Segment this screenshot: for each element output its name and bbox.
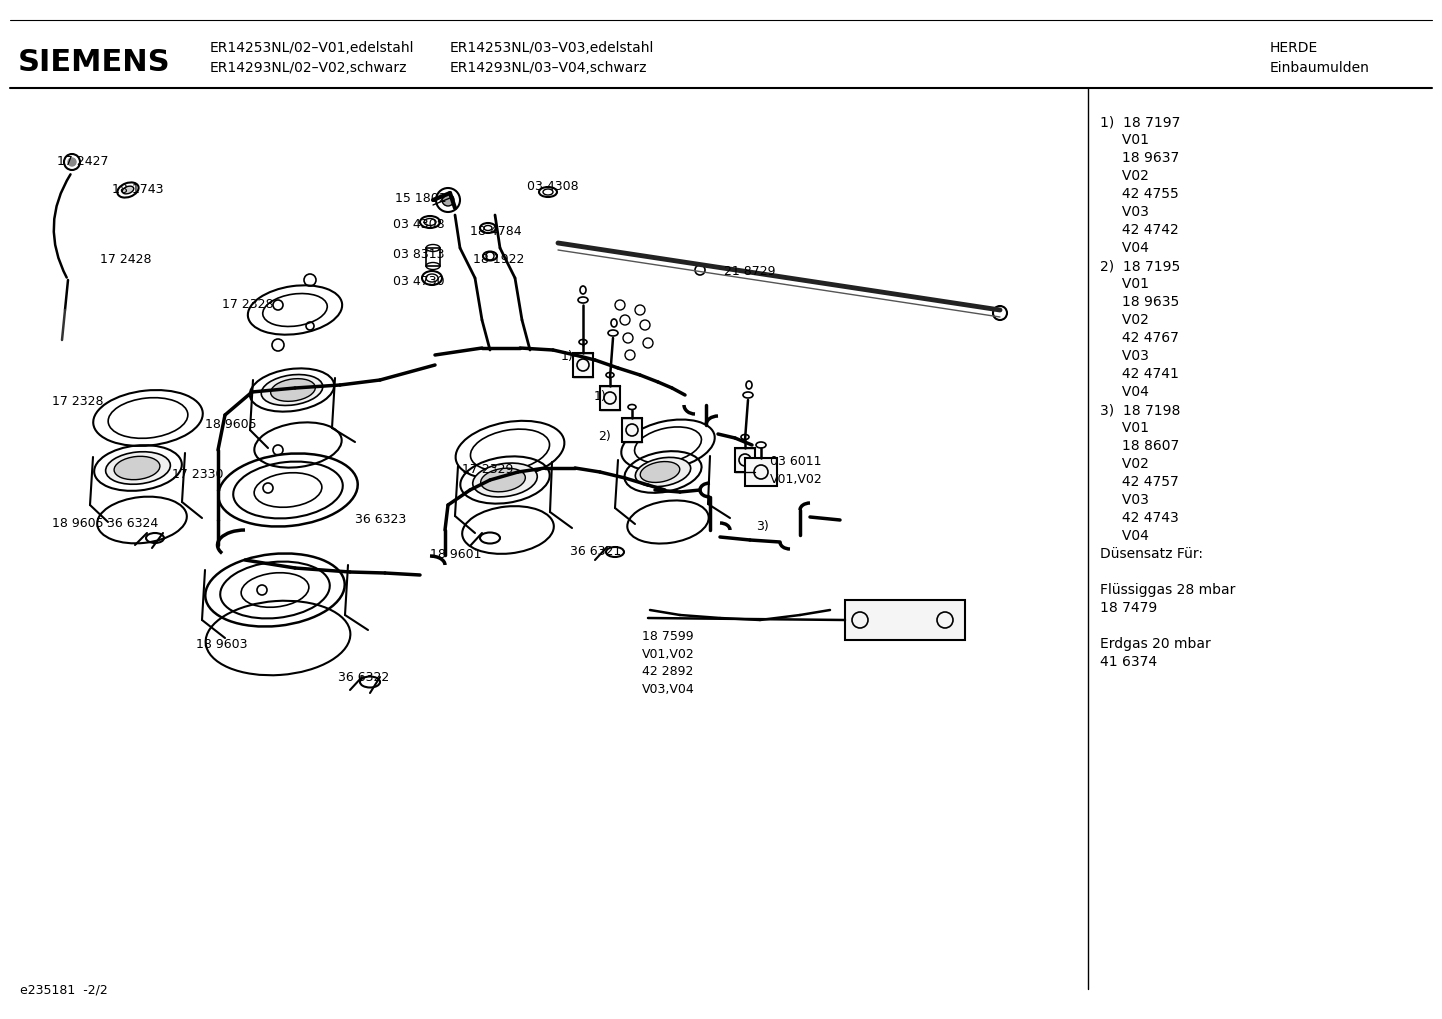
Text: Düsensatz Für:: Düsensatz Für: (1100, 547, 1203, 561)
Ellipse shape (105, 451, 170, 484)
Text: 42 2892: 42 2892 (642, 665, 694, 678)
Ellipse shape (480, 468, 525, 492)
Text: 18 9605: 18 9605 (52, 517, 104, 530)
Text: V04: V04 (1100, 385, 1149, 399)
Text: V01,V02: V01,V02 (642, 648, 695, 661)
Ellipse shape (123, 186, 134, 194)
Text: 21 8729: 21 8729 (724, 265, 776, 278)
Ellipse shape (640, 462, 679, 482)
Text: ER14293NL/02–V02,schwarz: ER14293NL/02–V02,schwarz (211, 61, 408, 75)
Text: 18 1922: 18 1922 (473, 253, 525, 266)
Text: SIEMENS: SIEMENS (17, 48, 170, 76)
Text: 1)  18 7197: 1) 18 7197 (1100, 115, 1181, 129)
Text: 17 2328: 17 2328 (52, 395, 104, 408)
Bar (746, 458, 777, 486)
Text: ER14253NL/02–V01,edelstahl: ER14253NL/02–V01,edelstahl (211, 41, 414, 55)
Text: 18 9603: 18 9603 (196, 638, 248, 651)
Text: 17 2328: 17 2328 (222, 298, 274, 311)
Text: 18 7479: 18 7479 (1100, 601, 1158, 615)
Ellipse shape (636, 458, 691, 487)
Bar (600, 386, 620, 410)
Text: Erdgas 20 mbar: Erdgas 20 mbar (1100, 637, 1211, 651)
Text: 18 9601: 18 9601 (430, 548, 482, 561)
Text: 17 2330: 17 2330 (172, 468, 224, 481)
Text: 03 4730: 03 4730 (394, 275, 444, 288)
Text: e235181  -2/2: e235181 -2/2 (20, 983, 108, 997)
Text: 42 4743: 42 4743 (1100, 511, 1178, 525)
Text: 42 4741: 42 4741 (1100, 367, 1180, 381)
Text: 1): 1) (594, 390, 607, 403)
Text: V01: V01 (1100, 277, 1149, 291)
Text: 18 1743: 18 1743 (112, 183, 163, 196)
Ellipse shape (473, 463, 538, 497)
Ellipse shape (114, 457, 160, 480)
Text: 42 4757: 42 4757 (1100, 475, 1178, 489)
Text: 03 8313: 03 8313 (394, 248, 444, 261)
Text: 15 1802: 15 1802 (395, 192, 447, 205)
Text: 17 2428: 17 2428 (99, 253, 151, 266)
Text: 3): 3) (756, 520, 769, 533)
Bar (572, 353, 593, 377)
Text: 03 6011: 03 6011 (770, 455, 822, 468)
Text: Einbaumulden: Einbaumulden (1270, 61, 1370, 75)
Text: V02: V02 (1100, 457, 1149, 471)
Text: 42 4742: 42 4742 (1100, 223, 1178, 237)
Text: V03,V04: V03,V04 (642, 683, 695, 696)
Bar (425, 248, 440, 266)
Circle shape (443, 194, 454, 206)
Text: V01: V01 (1100, 133, 1149, 147)
Text: 18 8607: 18 8607 (1100, 439, 1180, 453)
Text: 18 9635: 18 9635 (1100, 294, 1180, 309)
Text: V02: V02 (1100, 313, 1149, 327)
Text: V04: V04 (1100, 529, 1149, 543)
Text: V03: V03 (1100, 493, 1149, 507)
Text: 18 4784: 18 4784 (470, 225, 522, 238)
Ellipse shape (261, 375, 323, 406)
Text: 36 6321: 36 6321 (570, 545, 622, 558)
Text: 41 6374: 41 6374 (1100, 655, 1156, 669)
Text: V02: V02 (1100, 169, 1149, 183)
Text: 03 4308: 03 4308 (394, 218, 444, 231)
Text: 2): 2) (598, 430, 611, 443)
Text: 36 6322: 36 6322 (337, 671, 389, 684)
Text: ER14293NL/03–V04,schwarz: ER14293NL/03–V04,schwarz (450, 61, 647, 75)
Bar (735, 448, 756, 472)
Text: ER14253NL/03–V03,edelstahl: ER14253NL/03–V03,edelstahl (450, 41, 655, 55)
Text: 42 4755: 42 4755 (1100, 187, 1178, 201)
Text: HERDE: HERDE (1270, 41, 1318, 55)
Text: 17 2427: 17 2427 (58, 155, 108, 168)
Text: 1): 1) (561, 350, 574, 363)
Text: 17 2329: 17 2329 (461, 463, 513, 476)
Text: 3)  18 7198: 3) 18 7198 (1100, 403, 1181, 417)
Text: 36 6324: 36 6324 (107, 517, 159, 530)
Text: V01,V02: V01,V02 (770, 473, 823, 486)
Text: 03 4308: 03 4308 (526, 180, 578, 193)
Text: V04: V04 (1100, 242, 1149, 255)
Text: V03: V03 (1100, 348, 1149, 363)
Ellipse shape (271, 379, 316, 401)
Bar (622, 418, 642, 442)
Text: Flüssiggas 28 mbar: Flüssiggas 28 mbar (1100, 583, 1236, 597)
Text: V01: V01 (1100, 421, 1149, 435)
Text: 18 7599: 18 7599 (642, 630, 694, 643)
Text: V03: V03 (1100, 205, 1149, 219)
Bar (845, 600, 965, 640)
Text: 2)  18 7195: 2) 18 7195 (1100, 259, 1180, 273)
Text: 18 9637: 18 9637 (1100, 151, 1180, 165)
Text: 18 9605: 18 9605 (205, 418, 257, 431)
Circle shape (695, 265, 705, 275)
Text: 42 4767: 42 4767 (1100, 331, 1180, 345)
Text: 36 6323: 36 6323 (355, 513, 407, 526)
Circle shape (68, 158, 76, 166)
